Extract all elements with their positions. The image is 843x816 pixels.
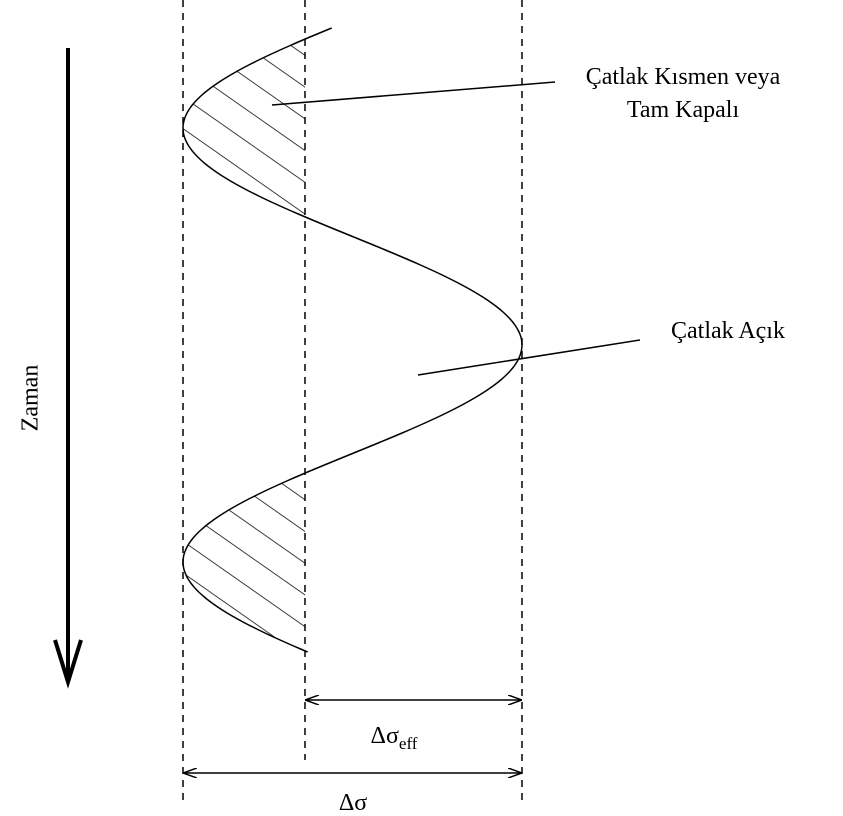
- stress-curve: [182, 27, 523, 653]
- dimension-label: Δσeff: [371, 723, 418, 753]
- time-label: Zaman: [18, 365, 44, 432]
- closed-label: Çatlak Kısmen veya: [586, 64, 781, 90]
- closed-label: Tam Kapalı: [627, 97, 740, 123]
- dimension-base: Δσ: [371, 723, 399, 749]
- dimension-label: Δσ: [339, 790, 367, 816]
- leader-line: [417, 339, 641, 376]
- time-arrowhead: [53, 639, 83, 689]
- dimension-sub: eff: [399, 734, 418, 753]
- hatched-region: [183, 28, 305, 652]
- open-label: Çatlak Açık: [671, 318, 785, 344]
- leader-line: [271, 81, 556, 106]
